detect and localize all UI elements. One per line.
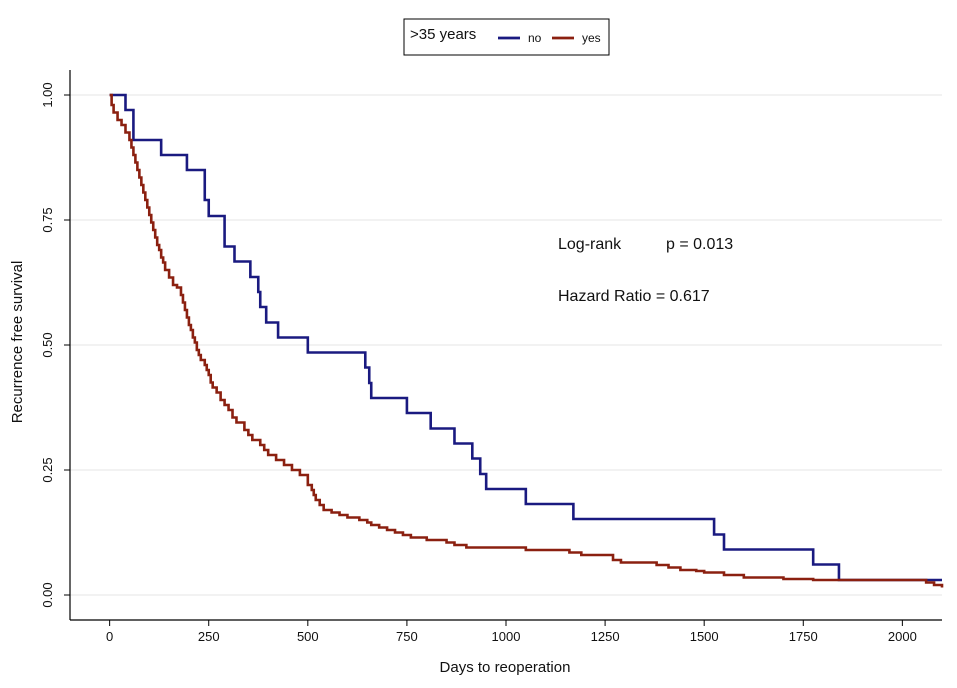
y-tick-label: 0.75 — [40, 207, 55, 232]
series-line-no — [109, 93, 942, 582]
legend-label-no: no — [528, 31, 542, 45]
x-tick-label: 0 — [106, 629, 113, 644]
x-tick-label: 1750 — [789, 629, 818, 644]
y-ticks: 0.00 0.25 0.50 0.75 1.00 — [40, 82, 70, 608]
grid-lines — [70, 94, 942, 596]
y-tick-label: 0.00 — [40, 582, 55, 607]
x-tick-label: 250 — [198, 629, 220, 644]
legend-title: >35 years — [410, 26, 476, 43]
legend: >35 years no yes — [403, 18, 610, 56]
legend-label-yes: yes — [582, 31, 601, 45]
x-axis-title: Days to reoperation — [440, 659, 571, 676]
x-tick-label: 2000 — [888, 629, 917, 644]
x-tick-label: 1000 — [492, 629, 521, 644]
y-tick-label: 0.25 — [40, 457, 55, 482]
series-line-yes — [109, 93, 944, 588]
y-axis-title: Recurrence free survival — [9, 261, 26, 424]
x-ticks: 0 250 500 750 1000 1250 1500 1750 2000 — [106, 620, 917, 644]
annotation-logrank: Log-rank — [558, 236, 622, 253]
y-tick-label: 1.00 — [40, 82, 55, 107]
annotation-pvalue: p = 0.013 — [666, 236, 733, 253]
series — [109, 93, 944, 588]
x-tick-label: 750 — [396, 629, 418, 644]
x-tick-label: 500 — [297, 629, 319, 644]
x-tick-label: 1250 — [591, 629, 620, 644]
x-tick-label: 1500 — [690, 629, 719, 644]
annotation-hazard-ratio: Hazard Ratio = 0.617 — [558, 288, 710, 305]
y-tick-label: 0.50 — [40, 332, 55, 357]
